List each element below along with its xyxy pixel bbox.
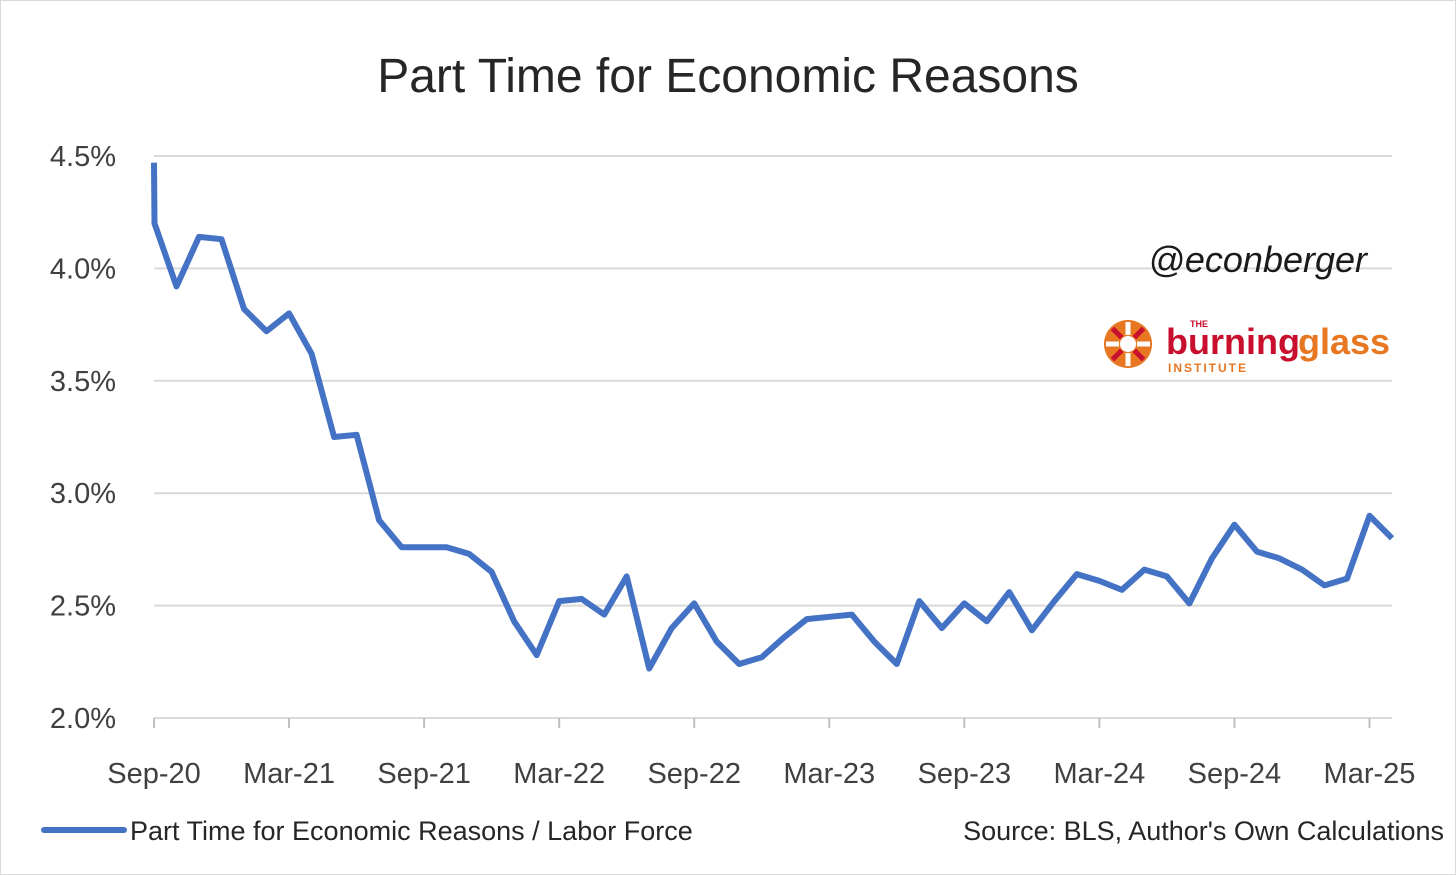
gridlines: [154, 155, 1392, 719]
x-tick-label: Sep-23: [918, 758, 1012, 790]
chart-title: Part Time for Economic Reasons: [377, 50, 1079, 103]
x-tick-label: Sep-24: [1188, 758, 1282, 790]
logo-the: THE: [1190, 319, 1208, 329]
logo-glass: glass: [1298, 321, 1390, 362]
series-line: [151, 162, 1395, 672]
burning-glass-logo: THE burning glass INSTITUTE: [1104, 319, 1390, 375]
y-tick-label: 3.0%: [50, 478, 116, 510]
x-tick-label: Sep-21: [377, 758, 471, 790]
x-tick-label: Sep-22: [647, 758, 741, 790]
x-tick-label: Mar-21: [243, 758, 335, 790]
logo-burning: burning: [1166, 321, 1300, 362]
y-axis-ticks: 2.0% 2.5% 3.0% 3.5% 4.0% 4.5%: [50, 141, 116, 735]
sunburst-icon: [1104, 320, 1152, 368]
logo-ray: [1132, 348, 1146, 362]
logo-ray: [1110, 348, 1124, 362]
x-tick-label: Mar-25: [1324, 758, 1416, 790]
legend: Part Time for Economic Reasons / Labor F…: [41, 816, 693, 846]
logo-center: [1120, 336, 1136, 352]
y-tick-label: 3.5%: [50, 366, 116, 398]
logo-institute: INSTITUTE: [1168, 361, 1248, 375]
source-note: Source: BLS, Author's Own Calculations: [963, 816, 1444, 846]
x-tick-label: Mar-24: [1053, 758, 1145, 790]
series-layer: [151, 162, 1395, 672]
logo-ray: [1110, 326, 1124, 340]
x-axis: Sep-20 Mar-21 Sep-21 Mar-22 Sep-22 Mar-23 Sep-…: [107, 718, 1415, 790]
legend-label: Part Time for Economic Reasons / Labor F…: [130, 816, 693, 846]
x-tick-label: Sep-20: [107, 758, 201, 790]
y-tick-label: 4.0%: [50, 253, 116, 285]
author-handle: @econberger: [1148, 239, 1369, 280]
y-tick-label: 2.0%: [50, 703, 116, 735]
y-tick-label: 4.5%: [50, 141, 116, 173]
x-tick-label: Mar-23: [783, 758, 875, 790]
x-tick-label: Mar-22: [513, 758, 605, 790]
logo-ray: [1132, 326, 1146, 340]
y-tick-label: 2.5%: [50, 591, 116, 623]
